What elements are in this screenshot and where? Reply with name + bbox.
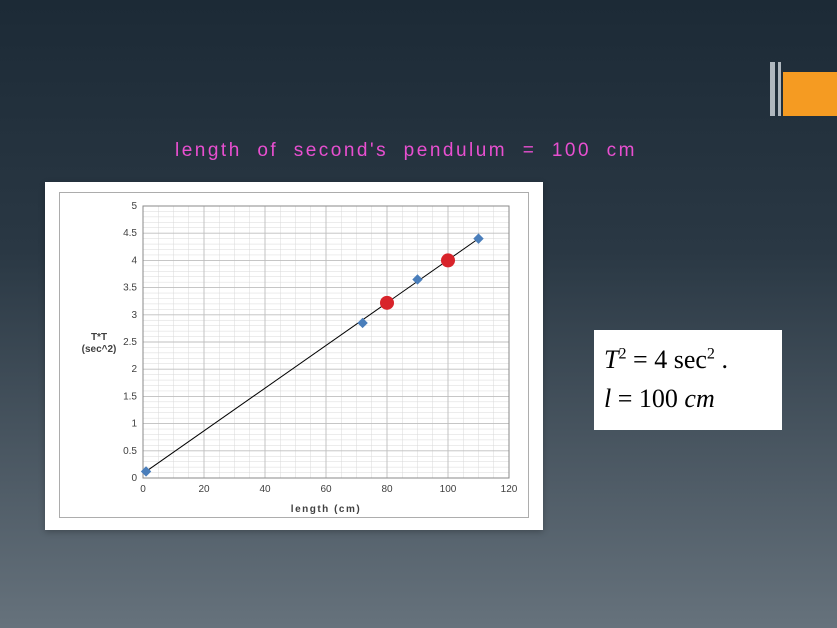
- svg-text:length (cm): length (cm): [291, 504, 361, 515]
- formula-box: T2 = 4 sec2 . l = 100 cm: [594, 330, 782, 430]
- svg-text:20: 20: [198, 484, 210, 495]
- deco-bar-2: [778, 62, 781, 116]
- svg-text:4.5: 4.5: [123, 228, 137, 239]
- svg-text:3: 3: [131, 310, 137, 321]
- svg-text:3.5: 3.5: [123, 283, 137, 294]
- svg-text:5: 5: [131, 201, 137, 212]
- svg-text:80: 80: [381, 484, 393, 495]
- eq1-mid: = 4 sec: [627, 345, 707, 374]
- svg-text:(sec^2): (sec^2): [82, 344, 117, 355]
- svg-text:0: 0: [140, 484, 146, 495]
- exp-T: 2: [618, 345, 626, 362]
- formula-line-1: T2 = 4 sec2 .: [604, 340, 772, 379]
- pendulum-chart: 0 20 40 60 80 100 120 0 0.5 1 1.5 2 2.5 3 3.5 4 4.5 5 leng…: [59, 192, 529, 518]
- var-T: T: [604, 345, 618, 374]
- svg-text:0: 0: [131, 473, 137, 484]
- svg-text:T*T: T*T: [91, 332, 107, 343]
- svg-text:2: 2: [131, 364, 137, 375]
- orange-block: [783, 72, 837, 116]
- chart-container: 0 20 40 60 80 100 120 0 0.5 1 1.5 2 2.5 3 3.5 4 4.5 5 leng…: [45, 182, 543, 530]
- svg-text:0.5: 0.5: [123, 446, 137, 457]
- svg-text:100: 100: [440, 484, 457, 495]
- svg-text:1.5: 1.5: [123, 391, 137, 402]
- svg-text:120: 120: [501, 484, 518, 495]
- formula-line-2: l = 100 cm: [604, 379, 772, 418]
- exp-sec: 2: [707, 345, 715, 362]
- slide-background: length of second's pendulum = 100 cm 020…: [0, 0, 837, 628]
- svg-text:1: 1: [131, 419, 137, 430]
- svg-text:2.5: 2.5: [123, 337, 137, 348]
- slide-title: length of second's pendulum = 100 cm: [175, 140, 637, 162]
- svg-text:40: 40: [259, 484, 271, 495]
- eq1-end: .: [715, 345, 728, 374]
- svg-text:60: 60: [320, 484, 332, 495]
- svg-text:4: 4: [131, 255, 137, 266]
- deco-bar-1: [770, 62, 775, 116]
- eq2-rest: = 100: [611, 384, 684, 413]
- unit-cm: cm: [684, 384, 714, 413]
